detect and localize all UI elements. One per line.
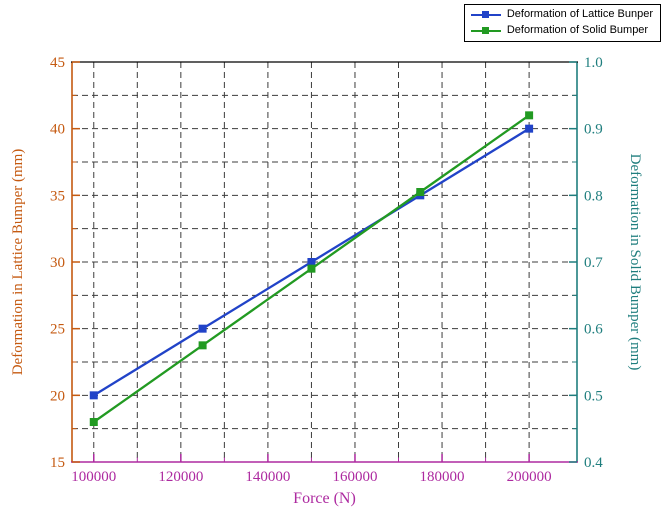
series-lines	[89, 111, 534, 426]
right-axis-title: Deformation in Solid Bumper (mm)	[627, 154, 643, 371]
right-tick-label: 0.9	[584, 122, 603, 138]
left-tick-label: 20	[50, 388, 65, 404]
data-point-marker	[416, 188, 425, 196]
right-tick-label: 0.8	[584, 188, 603, 204]
left-tick-label: 35	[50, 188, 65, 204]
data-point-marker	[198, 341, 207, 350]
data-point-marker	[525, 111, 534, 120]
left-tick-label: 15	[50, 455, 65, 471]
left-tick-label: 45	[50, 55, 65, 71]
x-tick-label: 180000	[420, 469, 465, 485]
x-axis-title: Force (N)	[293, 490, 356, 507]
legend-label-solid: Deformation of Solid Bumper	[506, 24, 649, 36]
ticks-and-labels: 100000 120000 140000 160000 180000 200000 15 20…	[50, 55, 603, 485]
left-tick-label: 40	[50, 122, 65, 138]
right-tick-label: 0.7	[584, 255, 603, 271]
data-point-marker	[307, 258, 316, 266]
x-tick-label: 160000	[332, 469, 377, 485]
legend: Deformation of Lattice Bunper Deformatio…	[463, 4, 661, 42]
right-tick-label: 0.6	[584, 322, 603, 338]
data-point-marker	[525, 124, 534, 133]
left-axis-title: Deformation in Lattice Bumper (mm)	[10, 149, 26, 376]
right-tick-label: 1.0	[584, 55, 603, 71]
grid	[72, 62, 577, 462]
data-point-marker	[89, 418, 98, 426]
left-tick-label: 30	[50, 255, 65, 271]
right-tick-label: 0.4	[584, 455, 603, 471]
right-tick-label: 0.5	[584, 388, 603, 404]
x-tick-label: 200000	[507, 469, 552, 485]
data-point-marker	[307, 264, 316, 273]
data-point-marker	[198, 324, 207, 333]
data-point-marker	[89, 391, 98, 400]
solid-line-marker-icon	[470, 25, 501, 36]
legend-item-lattice: Deformation of Lattice Bunper	[470, 8, 653, 21]
lattice-line-marker-icon	[470, 9, 501, 20]
x-tick-label: 140000	[245, 469, 290, 485]
x-tick-label: 100000	[71, 469, 116, 485]
legend-item-solid: Deformation of Solid Bumper	[470, 24, 653, 37]
legend-label-lattice: Deformation of Lattice Bunper	[506, 8, 653, 20]
left-tick-label: 25	[50, 322, 65, 338]
x-tick-label: 120000	[158, 469, 203, 485]
